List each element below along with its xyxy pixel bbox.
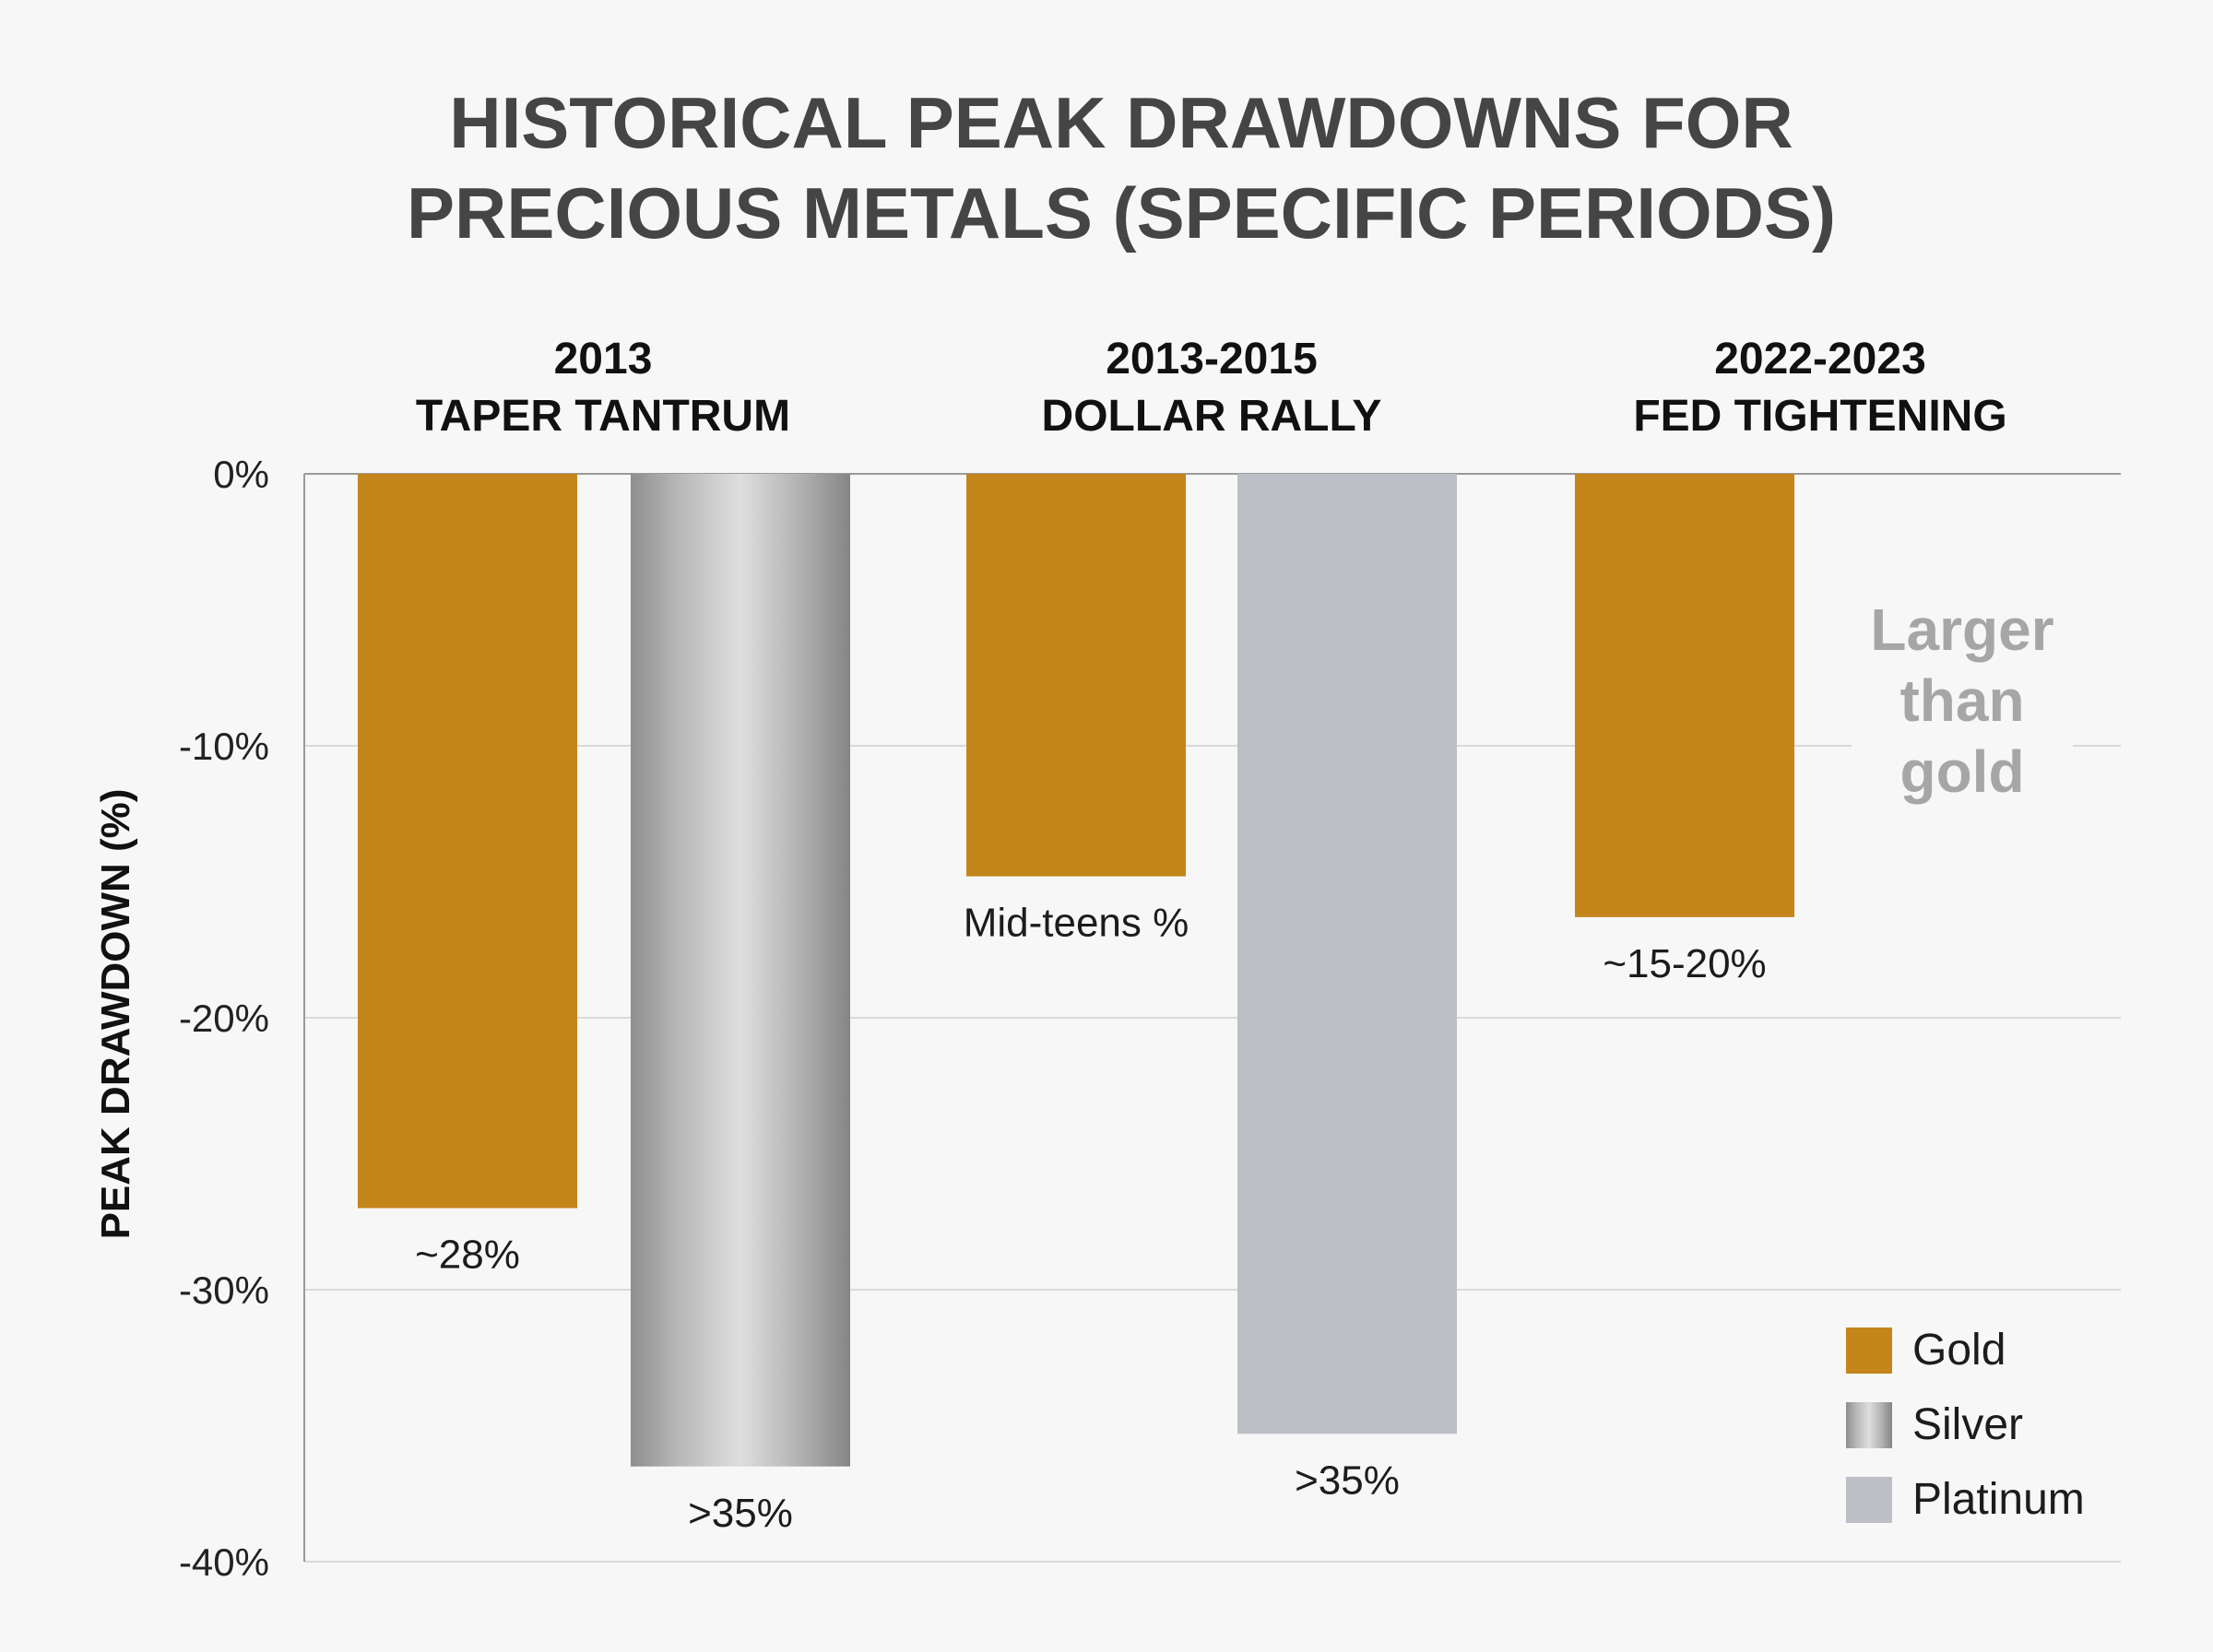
y-tick-label: 0%	[213, 453, 269, 496]
bar-value-label: ~15-20%	[1603, 941, 1766, 986]
group-label-line: TAPER TANTRUM	[416, 392, 790, 441]
bar-value-label: ~28%	[415, 1233, 520, 1278]
chart-title-line-2: PRECIOUS METALS (SPECIFIC PERIODS)	[407, 172, 1836, 254]
y-axis-label: PEAK DRAWDOWN (%)	[93, 789, 138, 1240]
bar-silver	[631, 474, 850, 1467]
annotation-text: gold	[1899, 738, 2024, 805]
group-label-line: FED TIGHTENING	[1633, 392, 2006, 441]
legend-swatch-gold	[1846, 1328, 1892, 1374]
y-axis-ticks: 0% -10% -20% -30% -40%	[179, 453, 269, 1584]
grid-lines	[304, 473, 2121, 1563]
bar-platinum	[1237, 474, 1457, 1434]
group-labels: 2013 TAPER TANTRUM 2013-2015 DOLLAR RALLY 20…	[416, 335, 2007, 441]
y-tick-label: -30%	[179, 1268, 269, 1312]
bar-value-label: Mid-teens %	[964, 901, 1189, 946]
data-labels: ~28% >35% Mid-teens % >35% ~15-20%	[415, 901, 1767, 1536]
legend-label: Silver	[1912, 1400, 2023, 1449]
legend-swatch-platinum	[1846, 1477, 1892, 1523]
bar-value-label: >35%	[688, 1491, 793, 1536]
legend: Gold Silver Platinum	[1846, 1326, 2085, 1524]
group-label-line: 2013	[554, 335, 653, 384]
legend-swatch-silver	[1846, 1402, 1892, 1448]
annotation-background	[1852, 585, 2073, 802]
annotation-text: than	[1899, 667, 2024, 734]
y-tick-label: -40%	[179, 1540, 269, 1584]
bar-value-label: >35%	[1295, 1457, 1400, 1503]
bar-gold	[966, 474, 1186, 877]
group-label-line: 2013-2015	[1106, 335, 1318, 384]
bar-gold	[358, 474, 577, 1209]
y-tick-label: -10%	[179, 725, 269, 768]
y-tick-label: -20%	[179, 997, 269, 1040]
chart-title-line-1: HISTORICAL PEAK DRAWDOWNS FOR	[449, 82, 1793, 163]
legend-label: Gold	[1912, 1326, 2006, 1375]
group-label-line: 2022-2023	[1714, 335, 1926, 384]
bars	[358, 474, 1794, 1467]
annotation-text: Larger	[1870, 596, 2053, 663]
bar-gold	[1575, 474, 1794, 917]
group-label-line: DOLLAR RALLY	[1042, 392, 1382, 441]
legend-label: Platinum	[1912, 1475, 2085, 1524]
